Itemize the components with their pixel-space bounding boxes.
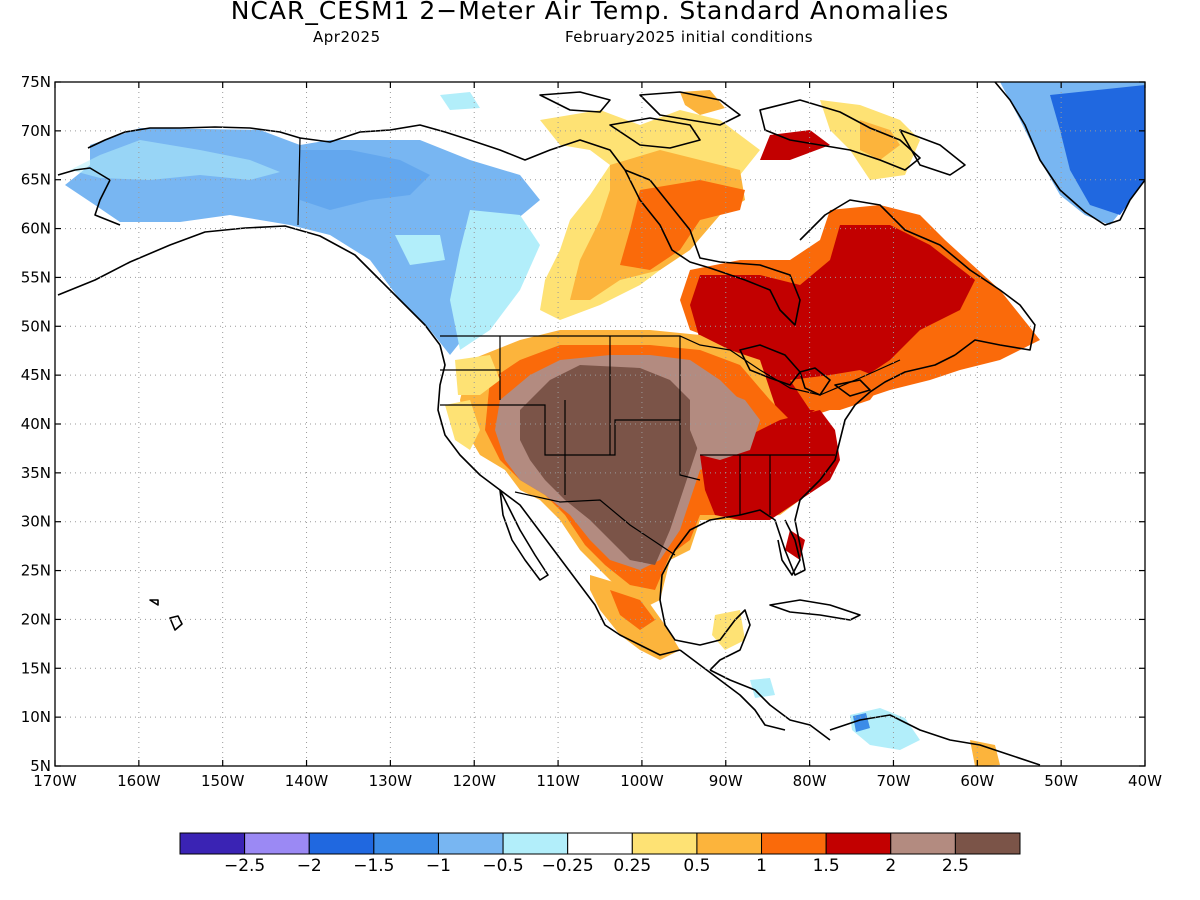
lat-label: 50N — [21, 317, 51, 335]
lon-label: 60W — [960, 772, 994, 790]
colorbar-label: −1 — [425, 856, 451, 876]
lat-label: 60N — [21, 220, 51, 238]
lon-label: 50W — [1044, 772, 1078, 790]
colorbar-swatch — [308, 832, 375, 855]
lat-label: 70N — [21, 122, 51, 140]
lon-label: 40W — [1128, 772, 1162, 790]
lat-label: 40N — [21, 415, 51, 433]
lat-label: 55N — [21, 268, 51, 286]
colorbar — [179, 832, 1021, 855]
initial-conditions: February2025 initial conditions — [565, 28, 814, 46]
colorbar-swatch — [890, 832, 956, 855]
colorbar-label: 2.5 — [941, 856, 969, 876]
lon-label: 120W — [452, 772, 496, 790]
colorbar-swatch — [825, 832, 892, 855]
lon-label: 100W — [620, 772, 664, 790]
colorbar-label: 2 — [885, 856, 897, 876]
lat-label: 10N — [21, 708, 51, 726]
colorbar-label: −0.25 — [541, 856, 594, 876]
longitude-labels: 170W 160W 150W 140W 130W 120W 110W 100W 90W 80W 70… — [33, 772, 1162, 790]
colorbar-swatch — [696, 832, 763, 855]
lon-label: 80W — [793, 772, 827, 790]
colorbar-swatch — [179, 832, 246, 855]
lat-label: 75N — [21, 73, 51, 91]
axis-ticks — [54, 81, 1146, 767]
graticule — [55, 82, 1145, 766]
colorbar-label: 0.25 — [613, 856, 652, 876]
lon-label: 150W — [201, 772, 245, 790]
latitude-labels: 75N 70N 65N 60N 55N 50N 45N 40N 35N 30N 25N 20N 15N 1… — [21, 73, 51, 775]
colorbar-label: 1.5 — [812, 856, 840, 876]
political-borders — [297, 137, 901, 556]
colorbar-label: −0.5 — [482, 856, 524, 876]
lon-label: 170W — [33, 772, 77, 790]
colorbar-label: −2.5 — [223, 856, 266, 876]
colorbar-label: 1 — [756, 856, 767, 876]
colorbar-swatch — [631, 832, 698, 855]
colorbar-label: 0.5 — [683, 856, 711, 876]
coastlines — [57, 82, 1145, 766]
anomaly-shading — [65, 82, 1145, 766]
lon-label: 90W — [709, 772, 743, 790]
lat-label: 45N — [21, 366, 51, 384]
lat-label: 35N — [21, 464, 51, 482]
lat-label: 15N — [21, 659, 51, 677]
colorbar-swatch — [244, 832, 310, 855]
lat-label: 25N — [21, 562, 51, 580]
lon-label: 140W — [285, 772, 329, 790]
lat-label: 5N — [30, 757, 51, 775]
colorbar-swatch — [502, 832, 569, 855]
colorbar-label: −1.5 — [353, 856, 395, 876]
lon-label: 110W — [536, 772, 580, 790]
lon-label: 160W — [117, 772, 161, 790]
colorbar-swatch — [761, 832, 827, 855]
lat-label: 30N — [21, 513, 51, 531]
forecast-month: Apr2025 — [313, 28, 381, 46]
colorbar-swatch — [373, 832, 439, 855]
lon-label: 70W — [877, 772, 911, 790]
lat-label: 65N — [21, 171, 51, 189]
colorbar-swatch — [437, 832, 504, 855]
lat-label: 20N — [21, 610, 51, 628]
colorbar-swatch — [954, 832, 1021, 855]
colorbar-label: −2 — [296, 856, 322, 876]
colorbar-swatch — [567, 832, 633, 855]
map-title: NCAR_CESM1 2−Meter Air Temp. Standard An… — [230, 0, 950, 25]
lon-label: 130W — [369, 772, 413, 790]
